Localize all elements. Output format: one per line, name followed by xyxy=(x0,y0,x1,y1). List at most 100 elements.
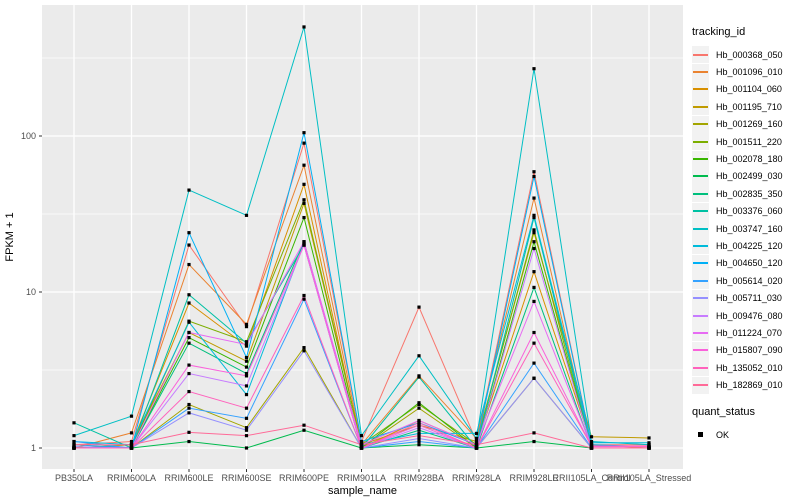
legend-key-swatch xyxy=(692,46,709,64)
data-point xyxy=(532,285,536,290)
legend-color-line-icon xyxy=(693,123,708,126)
data-point xyxy=(129,443,134,447)
x-tick-label: PB350LA xyxy=(55,473,93,483)
data-point xyxy=(532,246,536,251)
data-point xyxy=(187,231,191,235)
legend-item-label: Hb_001195_710 xyxy=(716,101,782,112)
legend-item-Hb_001096_010: Hb_001096_010 xyxy=(692,63,800,81)
legend-item-label: Hb_001511_220 xyxy=(716,136,782,147)
legend-item-Hb_005614_020: Hb_005614_020 xyxy=(692,272,800,290)
data-point xyxy=(244,322,249,326)
data-point xyxy=(532,213,536,217)
data-point xyxy=(417,428,421,432)
data-point xyxy=(532,270,536,274)
data-point xyxy=(589,435,594,439)
data-point xyxy=(244,359,249,363)
legend-key-swatch xyxy=(692,98,709,116)
quant-ok-key xyxy=(692,426,709,443)
data-point xyxy=(302,131,306,135)
data-point xyxy=(302,141,306,145)
legend-key-swatch xyxy=(692,359,709,377)
legend-quant-item: OK xyxy=(692,426,800,443)
legend-color-line-icon xyxy=(693,279,708,282)
data-point xyxy=(72,439,76,444)
data-point xyxy=(302,423,306,427)
legend-key-swatch xyxy=(692,133,709,151)
data-point xyxy=(187,402,191,407)
data-point xyxy=(302,349,306,353)
data-point xyxy=(244,365,249,369)
legend-title-tracking-id: tracking_id xyxy=(692,26,746,38)
data-point xyxy=(359,439,364,444)
legend-color-line-icon xyxy=(693,227,708,230)
legend-item-label: Hb_004650_120 xyxy=(716,258,783,269)
data-point xyxy=(244,406,249,410)
data-point xyxy=(72,434,76,438)
legend-key-swatch xyxy=(692,324,709,342)
legend-key-swatch xyxy=(692,307,709,325)
data-point xyxy=(532,341,536,345)
data-point xyxy=(244,325,249,329)
data-point xyxy=(302,241,306,245)
legend-item-Hb_002078_180: Hb_002078_180 xyxy=(692,150,800,168)
data-point xyxy=(532,196,536,200)
data-point xyxy=(187,389,191,394)
x-tick-label: RRII105LA_Stressed xyxy=(607,473,692,483)
data-point xyxy=(474,431,479,436)
legend-color-line-icon xyxy=(693,384,708,387)
legend-color-line-icon xyxy=(693,297,708,300)
legend-item-label: Hb_005711_030 xyxy=(716,293,782,304)
data-point xyxy=(302,163,306,167)
legend-key-swatch xyxy=(692,202,709,220)
legend-item-Hb_135052_010: Hb_135052_010 xyxy=(692,359,800,377)
legend-item-label: Hb_135052_010 xyxy=(716,362,783,373)
data-point xyxy=(244,343,249,347)
legend-item-Hb_002835_350: Hb_002835_350 xyxy=(692,185,800,203)
legend-item-label: Hb_003747_160 xyxy=(716,223,783,234)
legend-key-swatch xyxy=(692,376,709,394)
legend-item-Hb_001195_710: Hb_001195_710 xyxy=(692,98,800,116)
data-point xyxy=(532,67,536,71)
legend-item-label: Hb_002835_350 xyxy=(716,188,783,199)
data-point xyxy=(532,376,536,380)
data-point xyxy=(244,416,249,420)
legend-item-Hb_001104_060: Hb_001104_060 xyxy=(692,80,800,98)
legend-section-quant-status: quant_status OK xyxy=(692,406,800,443)
legend-key-swatch xyxy=(692,80,709,98)
x-tick-label: RRIM600PE xyxy=(279,473,329,483)
legend-key-swatch xyxy=(692,185,709,203)
legend-item-Hb_004650_120: Hb_004650_120 xyxy=(692,254,800,272)
data-point xyxy=(302,182,306,186)
x-tick-label: RRIM600SE xyxy=(221,473,271,483)
data-point xyxy=(72,443,76,447)
legend-item-label: Hb_001269_160 xyxy=(716,119,783,130)
legend-quant-label: OK xyxy=(716,429,730,440)
legend-item-Hb_009476_080: Hb_009476_080 xyxy=(692,307,800,325)
data-point xyxy=(302,198,306,202)
x-tick-label: RRIM901LA xyxy=(337,473,386,483)
data-point xyxy=(187,320,191,324)
legend-item-label: Hb_002499_030 xyxy=(716,171,783,182)
data-point xyxy=(647,436,651,440)
data-point xyxy=(647,446,651,450)
data-point xyxy=(244,392,249,397)
data-point xyxy=(359,443,364,447)
legend-color-items: Hb_000368_050 Hb_001096_010 Hb_001104_060 H… xyxy=(692,46,800,394)
plot-panel xyxy=(42,5,683,469)
data-point xyxy=(187,301,191,305)
legend-color-line-icon xyxy=(693,314,708,317)
data-point xyxy=(417,418,421,423)
data-point xyxy=(589,446,594,450)
legend-item-Hb_003747_160: Hb_003747_160 xyxy=(692,220,800,238)
data-point xyxy=(244,213,249,217)
legend-key-swatch xyxy=(692,115,709,133)
data-point xyxy=(417,439,421,444)
data-point xyxy=(129,439,134,444)
data-point xyxy=(474,443,479,447)
data-point xyxy=(187,371,191,376)
x-axis-title: sample_name xyxy=(328,485,397,497)
legend-item-Hb_001511_220: Hb_001511_220 xyxy=(692,133,800,151)
data-point xyxy=(417,436,421,441)
